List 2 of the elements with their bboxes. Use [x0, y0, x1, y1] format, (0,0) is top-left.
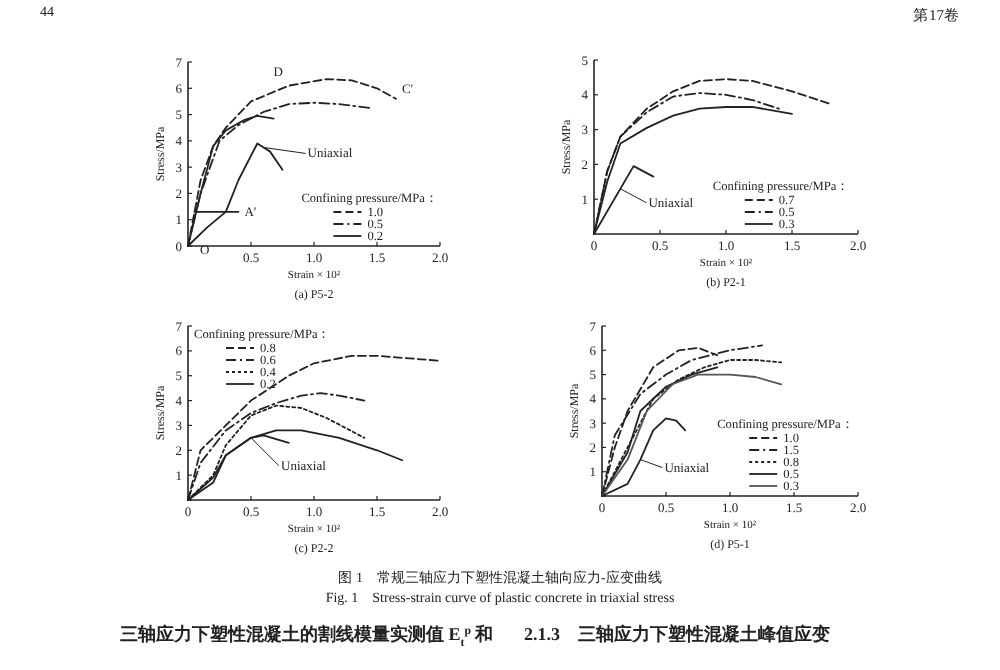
text: 三轴应力下塑性混凝土的割线模量实测值 E$_{t}$$^{p}$ 和 — [120, 624, 494, 650]
text: 2.1.3 三轴应力下塑性混凝土峰值应变 — [524, 624, 830, 644]
